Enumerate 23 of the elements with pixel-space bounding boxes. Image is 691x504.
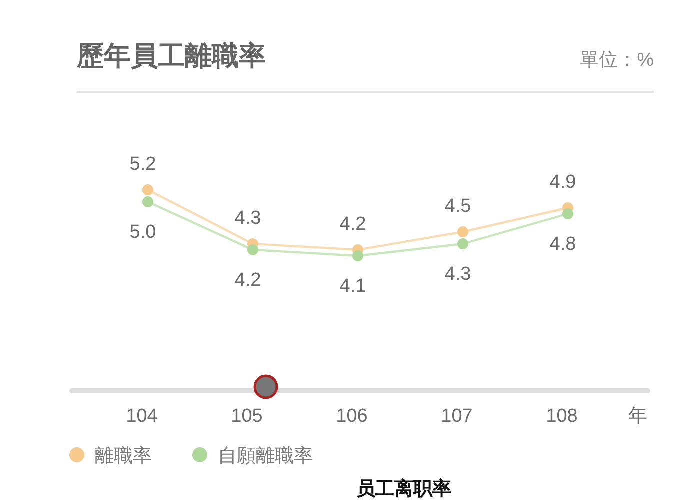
legend-label: 自願離職率 xyxy=(218,445,313,467)
data-label: 4.3 xyxy=(234,208,262,229)
x-tick-label: 108 xyxy=(546,406,578,427)
legend-item: 自願離職率 xyxy=(192,446,313,467)
data-label: 4.8 xyxy=(550,234,576,255)
x-tick-label: 105 xyxy=(231,406,263,427)
x-tick-label: 107 xyxy=(441,406,473,427)
data-label: 4.3 xyxy=(444,264,472,285)
data-label: 4.1 xyxy=(340,276,366,297)
data-label: 4.9 xyxy=(550,172,576,193)
x-tick-label: 104 xyxy=(126,406,158,427)
data-label: 4.2 xyxy=(340,214,366,235)
data-label: 4.2 xyxy=(234,270,262,291)
x-tick-label: 106 xyxy=(336,406,368,427)
annotation: 單位：% xyxy=(580,50,654,71)
x-axis-title: 年 xyxy=(628,406,648,427)
data-label: 5.0 xyxy=(130,222,156,243)
data-label: 5.2 xyxy=(130,154,156,175)
annotation: 员工离职率 xyxy=(356,479,452,500)
legend-label: 離職率 xyxy=(95,445,152,467)
data-label: 4.5 xyxy=(444,196,472,217)
title: 歷年員工離職率 xyxy=(77,41,266,71)
legend-item: 離職率 xyxy=(70,446,152,467)
